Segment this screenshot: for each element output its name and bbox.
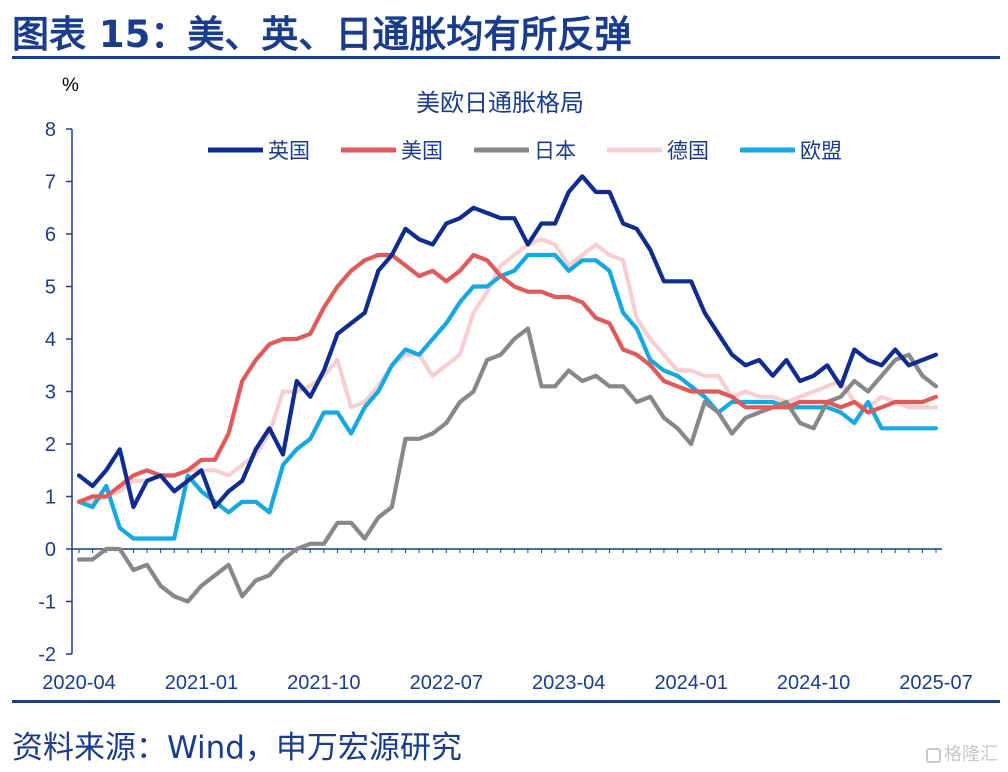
series-line-3: [76, 237, 939, 504]
y-tick-label: -2: [38, 644, 56, 666]
header-rule: [12, 56, 1000, 59]
y-tick-label: 6: [45, 224, 56, 246]
legend-label-3: 德国: [667, 139, 709, 163]
footer-rule: [12, 700, 1000, 703]
watermark-text: 格隆汇: [944, 744, 998, 765]
x-tick-label: 2021-01: [165, 672, 238, 694]
y-tick-label: 7: [45, 172, 56, 194]
page-title: 图表 15：美、英、日通胀均有所反弹: [12, 13, 632, 56]
legend-label-2: 日本: [534, 139, 576, 163]
legend-label-0: 英国: [268, 139, 310, 163]
y-axis: 8 7 6 5 4 3 2 1 0 -1 -2: [38, 119, 73, 666]
series-line-4: [76, 252, 939, 541]
watermark-logo-icon: [926, 748, 941, 763]
x-tick-label: 2024-01: [654, 672, 727, 694]
y-tick-label: 0: [45, 539, 56, 561]
y-tick-label: 1: [45, 487, 56, 509]
legend-label-1: 美国: [401, 139, 443, 163]
x-tick-label: 2022-07: [410, 672, 483, 694]
series-line-2: [76, 326, 939, 604]
watermark: 格隆汇: [926, 740, 998, 766]
y-tick-label: 4: [45, 329, 56, 351]
x-tick-label: 2024-10: [777, 672, 850, 694]
y-tick-label: 3: [45, 382, 56, 404]
series-line-1: [76, 252, 939, 504]
x-tick-label: 2023-04: [532, 672, 605, 694]
x-tick-label: 2025-07: [899, 672, 972, 694]
series-layer: [76, 174, 939, 604]
legend: 英国 美国 日本 德国 欧盟: [208, 139, 842, 163]
series-line-0: [76, 174, 939, 510]
x-tick-label: 2020-04: [42, 672, 115, 694]
chart-title: 美欧日通胀格局: [416, 89, 584, 117]
source-note: 资料来源：Wind，申万宏源研究: [12, 730, 462, 766]
y-axis-unit-label: %: [62, 75, 79, 96]
y-tick-label: 2: [45, 434, 56, 456]
y-tick-label: -1: [38, 592, 56, 614]
x-tick-label: 2021-10: [287, 672, 360, 694]
legend-label-4: 欧盟: [800, 139, 842, 163]
y-tick-label: 5: [45, 277, 56, 299]
x-axis: 2020-04 2021-01 2021-10 2022-07 2023-04 2024-…: [42, 548, 973, 694]
y-tick-label: 8: [45, 119, 56, 141]
